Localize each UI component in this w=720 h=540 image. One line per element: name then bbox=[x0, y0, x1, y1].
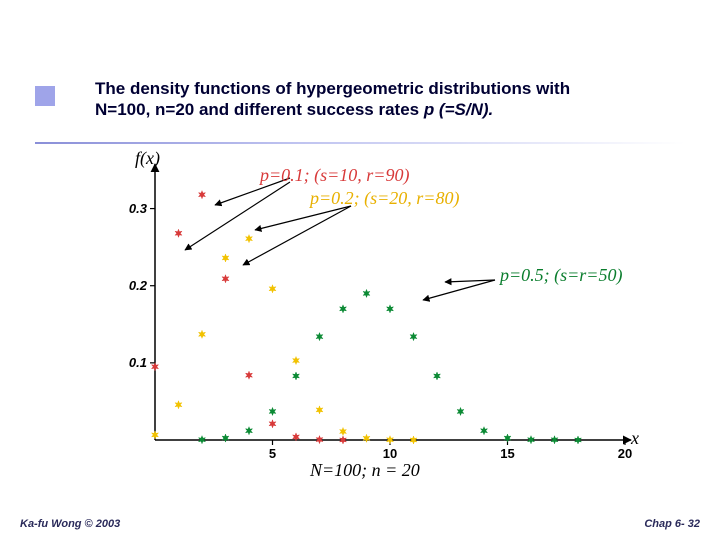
ytick-label: 0.1 bbox=[107, 355, 147, 370]
slide-title: The density functions of hypergeometric … bbox=[95, 78, 700, 121]
ytick-label: 0.3 bbox=[107, 201, 147, 216]
title-p-expr: p (=S/N). bbox=[424, 100, 493, 119]
series-label-p02: p=0.2; (s=20, r=80) bbox=[310, 188, 459, 209]
title-accent-box bbox=[35, 86, 55, 106]
xtick-label: 10 bbox=[378, 446, 402, 461]
title-divider bbox=[35, 142, 685, 144]
title-line2-prefix: N=100, n=20 and different success rates bbox=[95, 100, 424, 119]
title-line1: The density functions of hypergeometric … bbox=[95, 79, 570, 98]
series-label-p05: p=0.5; (s=r=50) bbox=[500, 265, 622, 286]
series-label-p01: p=0.1; (s=10, r=90) bbox=[260, 165, 409, 186]
footer-left: Ka-fu Wong © 2003 bbox=[20, 518, 120, 530]
ytick-label: 0.2 bbox=[107, 278, 147, 293]
chart: f(x) x 0.10.20.3 5101520 p=0.1; (s=10, r… bbox=[95, 150, 655, 480]
xtick-label: 5 bbox=[261, 446, 285, 461]
y-axis-label: f(x) bbox=[135, 148, 160, 169]
slide: The density functions of hypergeometric … bbox=[0, 0, 720, 540]
xtick-label: 20 bbox=[613, 446, 637, 461]
chart-subtitle: N=100; n = 20 bbox=[310, 460, 420, 481]
footer-right: Chap 6- 32 bbox=[644, 518, 700, 530]
xtick-label: 15 bbox=[496, 446, 520, 461]
